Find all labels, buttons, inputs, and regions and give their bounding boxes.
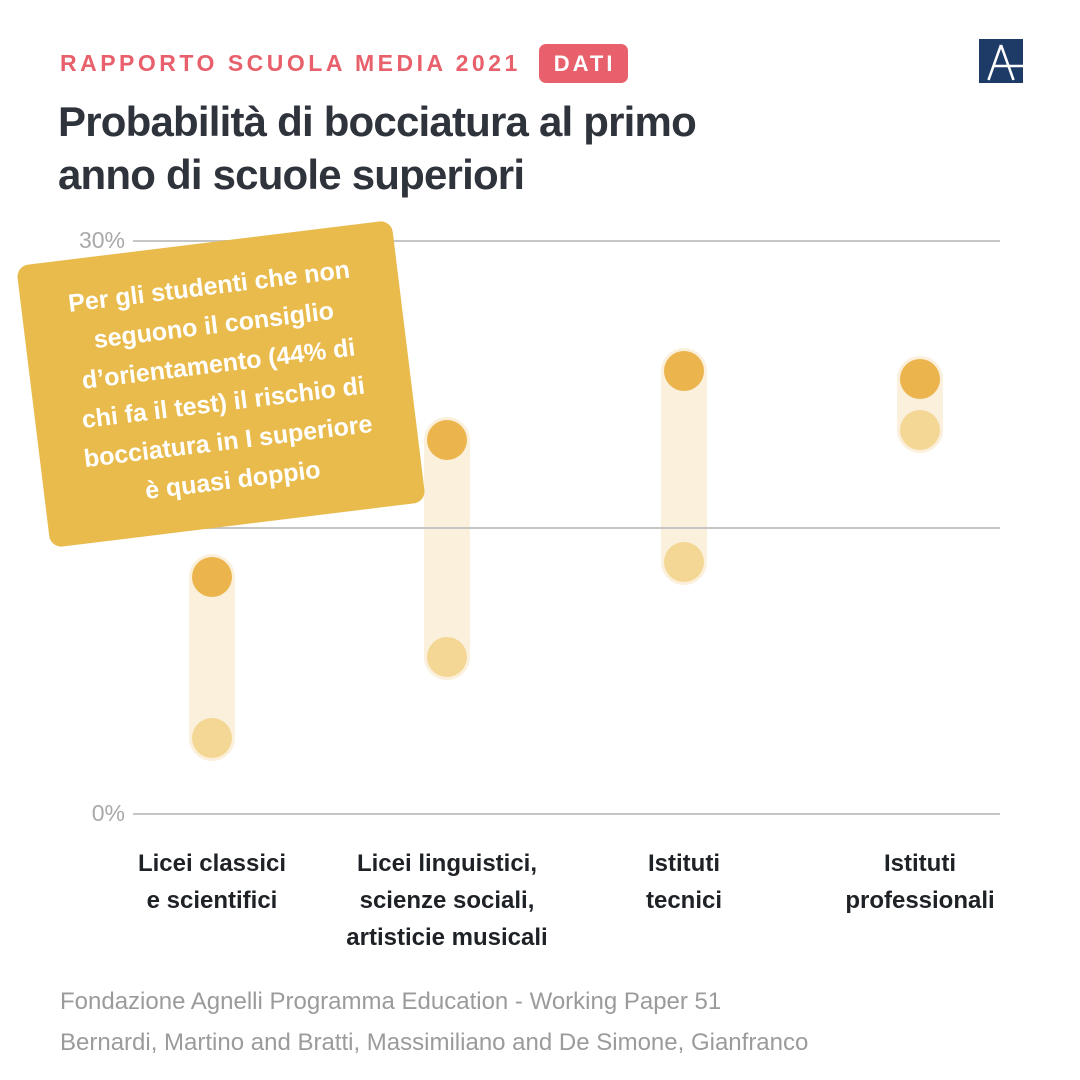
gridline-30pct bbox=[133, 240, 1000, 242]
dumbbell-dot-light bbox=[900, 410, 940, 451]
annotation-text: Per gli studenti che non seguono il cons… bbox=[66, 255, 374, 505]
dumbbell-dot-light bbox=[427, 637, 467, 678]
dumbbell-dot-light bbox=[664, 541, 704, 582]
category-label: Licei classici e scientifici bbox=[137, 850, 287, 915]
footer-source-line: Fondazione Agnelli Programma Education -… bbox=[60, 988, 722, 1015]
logo-a-icon bbox=[979, 39, 1031, 83]
dumbbell-dot-light bbox=[192, 717, 232, 758]
dumbbell-dot-dark bbox=[900, 358, 940, 399]
y-tick-label-30: 30% bbox=[78, 227, 125, 253]
fondazione-agnelli-logo bbox=[979, 36, 1035, 84]
report-eyebrow: RAPPORTO SCUOLA MEDIA 2021 bbox=[60, 50, 521, 76]
category-label: Licei linguistici, scienze sociali, arti… bbox=[346, 850, 548, 952]
annotation-note: Per gli studenti che non seguono il cons… bbox=[16, 220, 426, 548]
header: RAPPORTO SCUOLA MEDIA 2021 DATI bbox=[60, 44, 629, 83]
dumbbell-dot-dark bbox=[664, 350, 704, 391]
dumbbell-band bbox=[424, 416, 470, 681]
category-label: Istituti tecnici bbox=[645, 850, 723, 915]
dumbbell-dot-dark bbox=[427, 419, 467, 460]
chart-title: Probabilità di bocciatura al primo anno … bbox=[58, 98, 697, 198]
footer: Fondazione Agnelli Programma Education -… bbox=[60, 982, 808, 1064]
footer-authors-line: Bernardi, Martino and Bratti, Massimilia… bbox=[60, 1028, 809, 1056]
gridline-15pct bbox=[133, 526, 1000, 529]
dumbbell-dot-dark bbox=[192, 557, 232, 598]
gridline-0pct bbox=[133, 813, 1000, 815]
y-tick-label-0: 0% bbox=[91, 800, 125, 826]
category-label: Istituti professionali bbox=[845, 850, 995, 915]
dati-badge: DATI bbox=[538, 44, 629, 83]
